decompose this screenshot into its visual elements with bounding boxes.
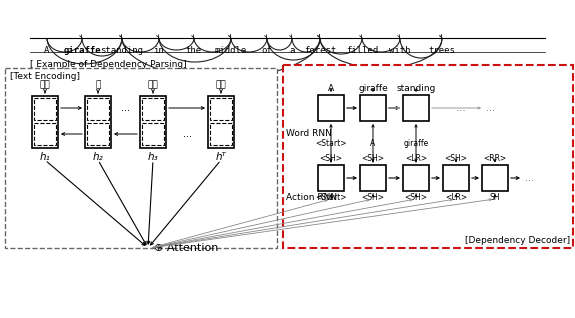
Text: the: the [186,46,202,55]
Bar [142,98,164,120]
Text: hᵀ: hᵀ [216,152,227,162]
Text: trees: trees [428,46,455,55]
Text: A: A [370,139,375,148]
Text: 가득: 가득 [148,80,158,89]
Text: ...: ... [486,103,495,113]
Text: giraffe: giraffe [358,84,388,93]
Bar [140,96,166,148]
Text: <Start>: <Start> [315,193,347,202]
Text: standing: standing [396,84,436,93]
Text: <RR>: <RR> [484,154,507,163]
Text: <SH>: <SH> [362,193,385,202]
Text: 나무: 나무 [40,80,51,89]
Text: [ Example of Dependency Parsing]: [ Example of Dependency Parsing] [30,60,187,69]
Text: ...: ... [182,129,191,139]
Text: [Text Encoding]: [Text Encoding] [10,72,80,81]
Text: <SH>: <SH> [444,154,467,163]
Bar [403,95,429,121]
Bar [34,98,56,120]
Text: giraffe: giraffe [404,139,428,148]
Bar [5,68,277,248]
Bar [360,95,386,121]
Text: h₁: h₁ [40,152,51,162]
Bar [360,165,386,191]
Bar [482,165,508,191]
Bar [142,123,164,145]
Bar [32,96,58,148]
Text: 로: 로 [95,80,101,89]
Text: A: A [44,46,49,55]
Text: <Start>: <Start> [315,139,347,148]
Bar [318,95,344,121]
Text: ...: ... [121,103,130,113]
Bar [443,165,469,191]
Text: <SH>: <SH> [362,154,385,163]
Text: with: with [389,46,411,55]
Bar [87,123,109,145]
Text: filled: filled [346,46,378,55]
Text: middle: middle [215,46,247,55]
Bar [210,98,232,120]
Bar [208,96,234,148]
Text: ...: ... [525,173,534,183]
Text: <SH>: <SH> [320,154,343,163]
Text: ...: ... [455,103,466,113]
Text: Word RNN: Word RNN [286,128,332,137]
Text: <LR>: <LR> [445,193,467,202]
Text: ⊕ Attention: ⊕ Attention [154,243,218,253]
Bar [283,65,573,248]
Text: h₂: h₂ [93,152,104,162]
Text: 기린: 기린 [216,80,227,89]
Text: [Dependency Decoder]: [Dependency Decoder] [465,236,570,245]
Text: forest: forest [304,46,336,55]
Text: of: of [262,46,273,55]
Text: a: a [289,46,295,55]
Bar [85,96,111,148]
Text: Action RNN: Action RNN [286,193,337,203]
Bar [403,165,429,191]
Bar [318,165,344,191]
Text: standing: standing [101,46,144,55]
Text: h₃: h₃ [148,152,158,162]
Bar [34,123,56,145]
Bar [210,123,232,145]
Text: A: A [328,84,334,93]
Text: <LR>: <LR> [405,154,427,163]
Text: in: in [154,46,164,55]
Text: giraffe: giraffe [63,46,101,55]
Text: SH: SH [490,193,500,202]
Bar [87,98,109,120]
Text: <SH>: <SH> [404,193,427,202]
